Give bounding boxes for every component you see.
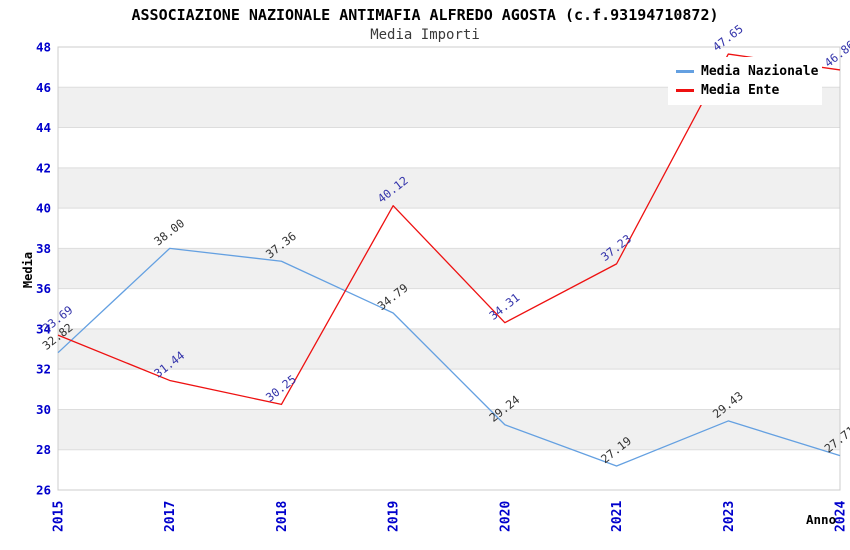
y-tick-label: 42 (36, 160, 51, 175)
legend-item-media-nazionale: Media Nazionale (676, 62, 822, 81)
point-label: 34.31 (486, 290, 522, 322)
x-tick-label: 2020 (498, 501, 513, 532)
y-tick-label: 26 (36, 483, 51, 498)
legend-swatch-media-ente (676, 89, 694, 92)
y-tick-label: 38 (36, 241, 51, 256)
y-tick-label: 34 (36, 321, 51, 336)
y-tick-label: 36 (36, 281, 51, 296)
point-label: 38.00 (151, 216, 187, 248)
x-tick-label: 2024 (834, 501, 849, 532)
chart-subtitle: Media Importi (370, 27, 480, 43)
legend: Media Nazionale Media Ente (668, 57, 822, 105)
plot-border (57, 46, 841, 491)
plot-band (58, 409, 840, 450)
plot-band (58, 248, 840, 289)
legend-swatch-media-nazionale (676, 70, 694, 73)
y-tick-label: 28 (36, 442, 51, 457)
y-tick-label: 32 (36, 362, 51, 377)
y-axis-title: Media (21, 251, 35, 289)
x-tick-label: 2015 (52, 501, 67, 532)
series-line-media-nazionale (57, 247, 841, 467)
point-label: 30.25 (263, 372, 299, 404)
y-tick-label: 44 (36, 120, 51, 135)
y-tick-label: 30 (36, 402, 51, 417)
y-tick-label: 46 (36, 80, 51, 95)
legend-label-media-ente: Media Ente (701, 83, 780, 98)
x-tick-label: 2023 (722, 501, 737, 532)
plot-band (58, 328, 840, 370)
plot-band (58, 167, 840, 209)
point-label: 46.86 (822, 38, 850, 70)
y-tick-label: 40 (36, 201, 51, 216)
point-label: 47.65 (710, 22, 746, 54)
y-tick-label: 48 (36, 40, 51, 55)
legend-label-media-nazionale: Media Nazionale (701, 64, 819, 79)
x-tick-label: 2017 (163, 501, 178, 532)
x-axis-title: Anno (806, 512, 837, 527)
chart-title: ASSOCIAZIONE NAZIONALE ANTIMAFIA ALFREDO… (131, 6, 719, 24)
x-tick-label: 2021 (610, 501, 625, 532)
x-tick-label: 2018 (275, 501, 290, 532)
legend-item-media-ente: Media Ente (676, 81, 822, 100)
x-tick-label: 2019 (387, 501, 402, 532)
